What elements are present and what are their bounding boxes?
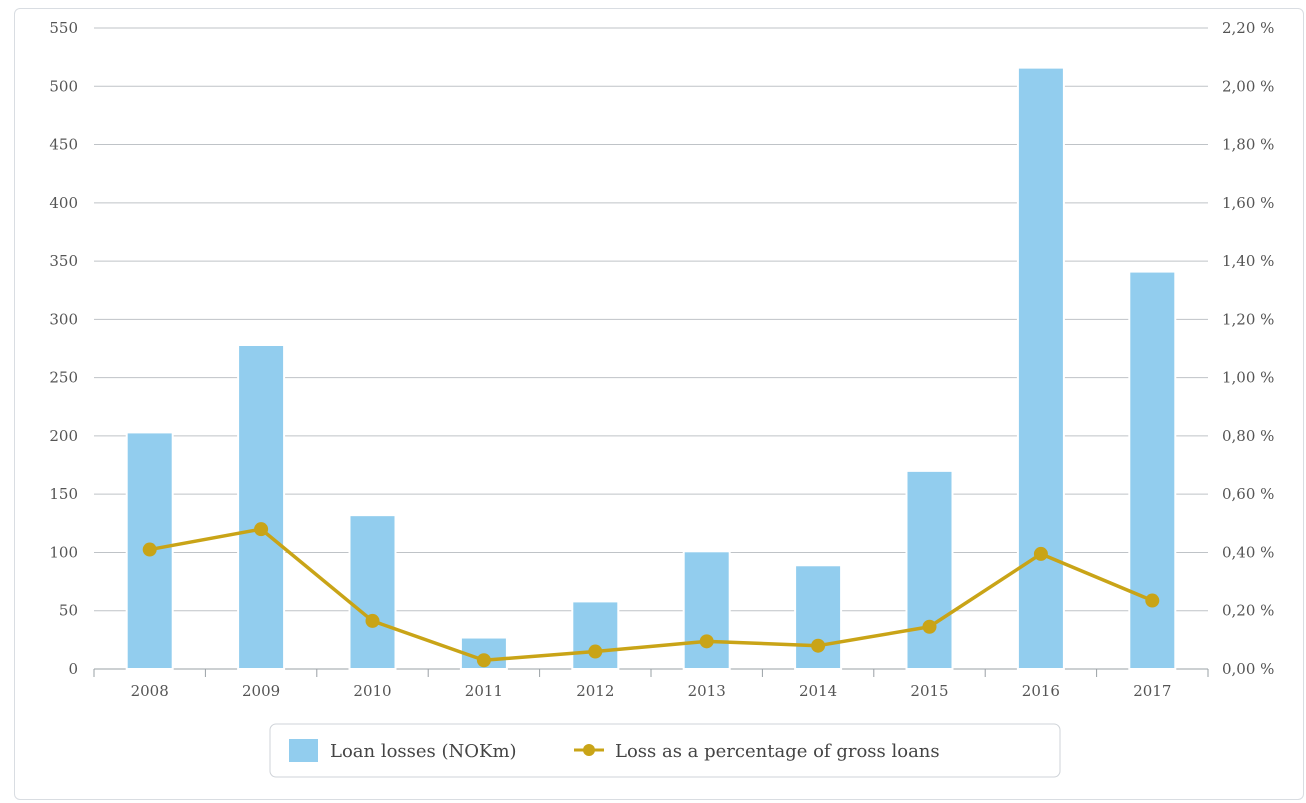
right-axis-ticks: 0,00 % 0,20 % 0,40 % 0,60 % 0,80 % 1,00 % 1,20… — [1222, 19, 1274, 678]
line-point — [142, 542, 157, 557]
bar — [905, 469, 954, 671]
x-tick-label: 2013 — [688, 682, 726, 700]
x-tick-label: 2010 — [353, 682, 391, 700]
line-point — [1033, 546, 1048, 561]
line-point — [254, 522, 269, 537]
line-series — [142, 522, 1160, 668]
left-tick-label: 450 — [49, 136, 78, 154]
x-tick-label: 2017 — [1133, 682, 1171, 700]
legend: Loan losses (NOKm) Loss as a percentage … — [269, 723, 1061, 778]
x-tick-label: 2016 — [1022, 682, 1060, 700]
x-tick-label: 2008 — [131, 682, 169, 700]
x-tick-label: 2012 — [576, 682, 614, 700]
left-tick-label: 350 — [49, 252, 78, 270]
bar — [1016, 66, 1065, 671]
left-tick-label: 100 — [49, 543, 78, 561]
right-tick-label: 1,20 % — [1222, 310, 1274, 328]
left-tick-label: 200 — [49, 427, 78, 445]
left-tick-label: 300 — [49, 310, 78, 328]
right-tick-label: 1,40 % — [1222, 252, 1274, 270]
left-tick-label: 500 — [49, 77, 78, 95]
bar — [682, 550, 731, 670]
legend-box — [269, 723, 1061, 778]
x-tick-label: 2011 — [465, 682, 503, 700]
bar — [237, 344, 286, 670]
x-tick-label: 2009 — [242, 682, 280, 700]
right-tick-label: 1,80 % — [1222, 136, 1274, 154]
right-tick-label: 1,60 % — [1222, 194, 1274, 212]
legend-label-bars: Loan losses (NOKm) — [330, 741, 517, 762]
series-line — [149, 527, 1153, 663]
x-tick-label: 2015 — [910, 682, 948, 700]
line-point — [1145, 593, 1160, 608]
right-tick-label: 1,00 % — [1222, 369, 1274, 387]
right-tick-label: 0,80 % — [1222, 427, 1274, 445]
bar — [1128, 270, 1177, 670]
line-point — [588, 644, 603, 659]
bar — [794, 564, 843, 670]
line-point — [922, 619, 937, 634]
left-tick-label: 400 — [49, 194, 78, 212]
x-tick-label: 2014 — [799, 682, 837, 700]
line-point — [365, 613, 380, 628]
bar-series — [125, 66, 1177, 671]
left-axis-ticks: 0 50 100 150 200 250 300 350 400 450 500 550 — [49, 19, 78, 678]
left-tick-label: 50 — [59, 602, 78, 620]
bar — [348, 514, 397, 670]
right-tick-label: 0,60 % — [1222, 485, 1274, 503]
right-tick-label: 2,00 % — [1222, 77, 1274, 95]
left-tick-label: 250 — [49, 369, 78, 387]
line-point — [476, 653, 491, 668]
left-tick-label: 0 — [68, 660, 78, 678]
line-point — [811, 638, 826, 653]
bar — [571, 600, 620, 670]
legend-bar-swatch — [289, 739, 318, 762]
right-tick-label: 2,20 % — [1222, 19, 1274, 37]
line-point — [699, 634, 714, 649]
legend-line-marker — [583, 744, 595, 756]
x-axis: 2008 2009 2010 2011 2012 2013 2014 2015 2016 2017 — [93, 669, 1209, 700]
chart-frame — [14, 8, 1304, 800]
left-tick-label: 550 — [49, 19, 78, 37]
legend-label-line: Loss as a percentage of gross loans — [615, 741, 940, 762]
right-tick-label: 0,40 % — [1222, 543, 1274, 561]
right-tick-label: 0,20 % — [1222, 602, 1274, 620]
left-tick-label: 150 — [49, 485, 78, 503]
right-tick-label: 0,00 % — [1222, 660, 1274, 678]
